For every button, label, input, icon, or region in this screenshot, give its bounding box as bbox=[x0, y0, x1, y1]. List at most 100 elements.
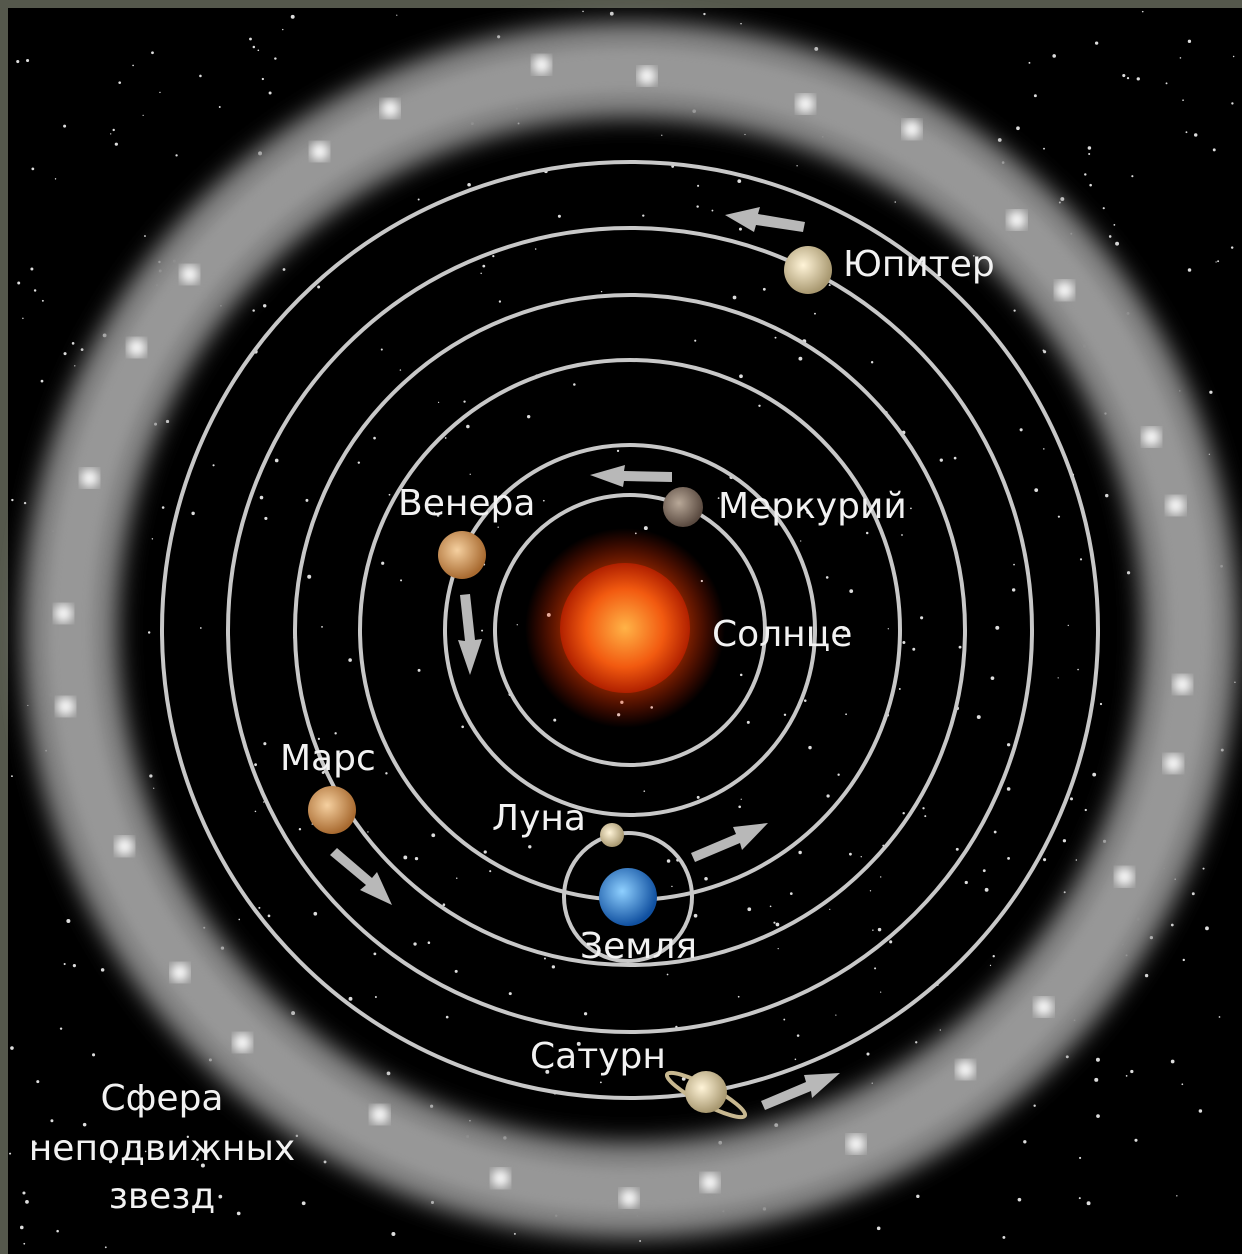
star bbox=[283, 268, 286, 271]
star bbox=[455, 970, 458, 973]
star bbox=[804, 699, 807, 702]
star bbox=[1166, 82, 1168, 84]
sun bbox=[560, 563, 690, 693]
star bbox=[1105, 494, 1108, 497]
moon bbox=[600, 823, 624, 847]
star bbox=[311, 142, 329, 160]
mars bbox=[308, 786, 356, 834]
star bbox=[990, 965, 991, 966]
star bbox=[132, 65, 134, 67]
star bbox=[889, 940, 892, 943]
star bbox=[1131, 175, 1133, 177]
star bbox=[694, 914, 698, 918]
label: Сфера bbox=[101, 1078, 224, 1119]
star bbox=[739, 374, 743, 378]
star bbox=[1034, 488, 1038, 492]
star bbox=[849, 853, 852, 856]
star bbox=[915, 1041, 917, 1043]
star bbox=[894, 201, 896, 203]
star bbox=[814, 47, 818, 51]
label: Солнце bbox=[712, 614, 852, 655]
star bbox=[1130, 1070, 1133, 1073]
star bbox=[263, 304, 266, 307]
star bbox=[57, 697, 75, 715]
star bbox=[1060, 197, 1064, 201]
star bbox=[415, 857, 418, 860]
star bbox=[1007, 743, 1010, 746]
star bbox=[1052, 54, 1056, 58]
star bbox=[1127, 77, 1129, 79]
star bbox=[1058, 516, 1060, 518]
star bbox=[74, 365, 75, 366]
star bbox=[317, 286, 320, 289]
star bbox=[324, 1160, 327, 1163]
star bbox=[1016, 126, 1020, 130]
star bbox=[1064, 891, 1066, 893]
star bbox=[877, 1227, 881, 1231]
star bbox=[275, 459, 279, 463]
star bbox=[880, 876, 881, 877]
star bbox=[381, 100, 399, 118]
star bbox=[1142, 428, 1160, 446]
star bbox=[1013, 564, 1015, 566]
star bbox=[381, 562, 384, 565]
star bbox=[924, 815, 926, 817]
star bbox=[1180, 57, 1182, 59]
star bbox=[1122, 74, 1125, 77]
star bbox=[264, 517, 267, 520]
star bbox=[1164, 754, 1182, 772]
star bbox=[24, 502, 26, 504]
star bbox=[1176, 1195, 1177, 1196]
star bbox=[829, 909, 830, 910]
star bbox=[60, 1027, 62, 1029]
star bbox=[1181, 1083, 1183, 1085]
star bbox=[428, 941, 431, 944]
star bbox=[870, 890, 871, 891]
star bbox=[1126, 1075, 1128, 1077]
star bbox=[1188, 40, 1191, 43]
star bbox=[321, 626, 323, 628]
star bbox=[871, 361, 873, 363]
star bbox=[431, 833, 435, 837]
star bbox=[1203, 868, 1205, 870]
star bbox=[1173, 675, 1191, 693]
star bbox=[291, 15, 295, 19]
star bbox=[1094, 1078, 1098, 1082]
star bbox=[489, 870, 491, 872]
star bbox=[1127, 571, 1130, 574]
star bbox=[667, 974, 669, 976]
star bbox=[64, 352, 67, 355]
star bbox=[959, 646, 962, 649]
star bbox=[305, 499, 308, 502]
star bbox=[16, 60, 19, 63]
star bbox=[696, 205, 698, 207]
star bbox=[148, 631, 150, 633]
star bbox=[1087, 1201, 1091, 1205]
star bbox=[11, 775, 13, 777]
star bbox=[396, 15, 397, 16]
star bbox=[349, 997, 353, 1001]
star bbox=[1088, 153, 1090, 155]
star bbox=[847, 1135, 865, 1153]
jupiter bbox=[784, 246, 832, 294]
star bbox=[1103, 207, 1105, 209]
star bbox=[110, 133, 111, 134]
star bbox=[826, 576, 829, 579]
star bbox=[118, 81, 121, 84]
star bbox=[808, 746, 811, 749]
star bbox=[1209, 391, 1212, 394]
star bbox=[601, 291, 602, 292]
star bbox=[738, 805, 741, 808]
earth bbox=[599, 868, 657, 926]
star bbox=[1205, 926, 1209, 930]
star bbox=[238, 919, 240, 921]
star bbox=[744, 134, 745, 135]
star bbox=[255, 811, 257, 813]
star bbox=[1192, 892, 1195, 895]
star bbox=[1066, 1055, 1069, 1058]
star bbox=[1182, 99, 1184, 101]
star bbox=[797, 1034, 800, 1037]
star bbox=[73, 964, 76, 967]
star bbox=[544, 958, 546, 960]
star bbox=[253, 46, 256, 49]
